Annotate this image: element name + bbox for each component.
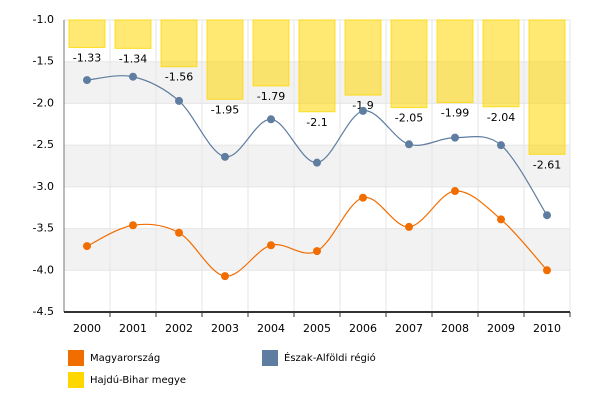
data-label: -2.04 (487, 111, 515, 124)
point (313, 247, 321, 256)
y-tick-label: -1.5 (33, 55, 54, 68)
y-tick-label: -3.0 (33, 180, 54, 193)
bar (390, 19, 428, 109)
point (129, 221, 137, 230)
bar (114, 19, 152, 49)
y-tick-label: -2.0 (33, 96, 54, 109)
data-label: -1.56 (165, 71, 193, 84)
x-tick-label: 2001 (119, 322, 147, 335)
legend-label: Hajdú-Bihar megye (90, 374, 186, 386)
bar (528, 19, 566, 155)
point (497, 141, 505, 150)
legend-swatch (262, 350, 278, 366)
legend: Magyarország Észak-Alföldi régió Hajdú-Bih… (68, 350, 376, 388)
point (83, 242, 91, 251)
y-tick-label: -4.0 (33, 263, 54, 276)
data-label: -1.99 (441, 107, 469, 120)
point (129, 72, 137, 81)
data-label: -1.9 (352, 99, 373, 112)
point (313, 158, 321, 167)
point (359, 106, 367, 115)
x-tick-label: 2010 (533, 322, 561, 335)
x-tick-label: 2009 (487, 322, 515, 335)
point (267, 241, 275, 250)
point (175, 228, 183, 237)
legend-label: Észak-Alföldi régió (284, 351, 376, 364)
x-tick-label: 2008 (441, 322, 469, 335)
x-tick-label: 2006 (349, 322, 377, 335)
x-tick-label: 2003 (211, 322, 239, 335)
point (221, 152, 229, 161)
data-label: -1.33 (73, 52, 101, 65)
bar (68, 19, 106, 49)
y-tick-label: -3.5 (33, 222, 54, 235)
bar (206, 19, 244, 100)
point (497, 215, 505, 224)
bar (252, 19, 290, 87)
bar (436, 19, 474, 104)
point (221, 272, 229, 281)
x-tick-label: 2002 (165, 322, 193, 335)
y-tick-label: -2.5 (33, 138, 54, 151)
y-tick-label: -1.0 (33, 13, 54, 26)
point (451, 187, 459, 196)
plot-area: -1.0 -1.5 -2.0 -2.5 -3.0 -3.5 -4.0 -4.5 2000 2001… (33, 13, 571, 335)
x-tick-label: 2005 (303, 322, 331, 335)
x-tick-label: 2007 (395, 322, 423, 335)
point (267, 115, 275, 124)
bar (482, 19, 520, 108)
legend-swatch (68, 350, 84, 366)
y-tick-label: -4.5 (33, 305, 54, 318)
data-label: -1.34 (119, 52, 147, 65)
bar (160, 19, 198, 68)
data-label: -1.79 (257, 90, 285, 103)
point (543, 211, 551, 220)
point (451, 133, 459, 142)
bar (344, 19, 382, 96)
x-tick-label: 2000 (73, 322, 101, 335)
data-label: -2.1 (306, 116, 327, 129)
point (405, 222, 413, 231)
legend-swatch (68, 372, 84, 388)
point (83, 76, 91, 85)
legend-label: Magyarország (90, 352, 160, 364)
point (405, 140, 413, 149)
point (543, 266, 551, 275)
point (359, 193, 367, 202)
x-tick-label: 2004 (257, 322, 285, 335)
point (175, 96, 183, 105)
data-label: -2.61 (533, 158, 561, 171)
data-label: -1.95 (211, 103, 239, 116)
bar (298, 19, 336, 113)
data-label: -2.05 (395, 112, 423, 125)
